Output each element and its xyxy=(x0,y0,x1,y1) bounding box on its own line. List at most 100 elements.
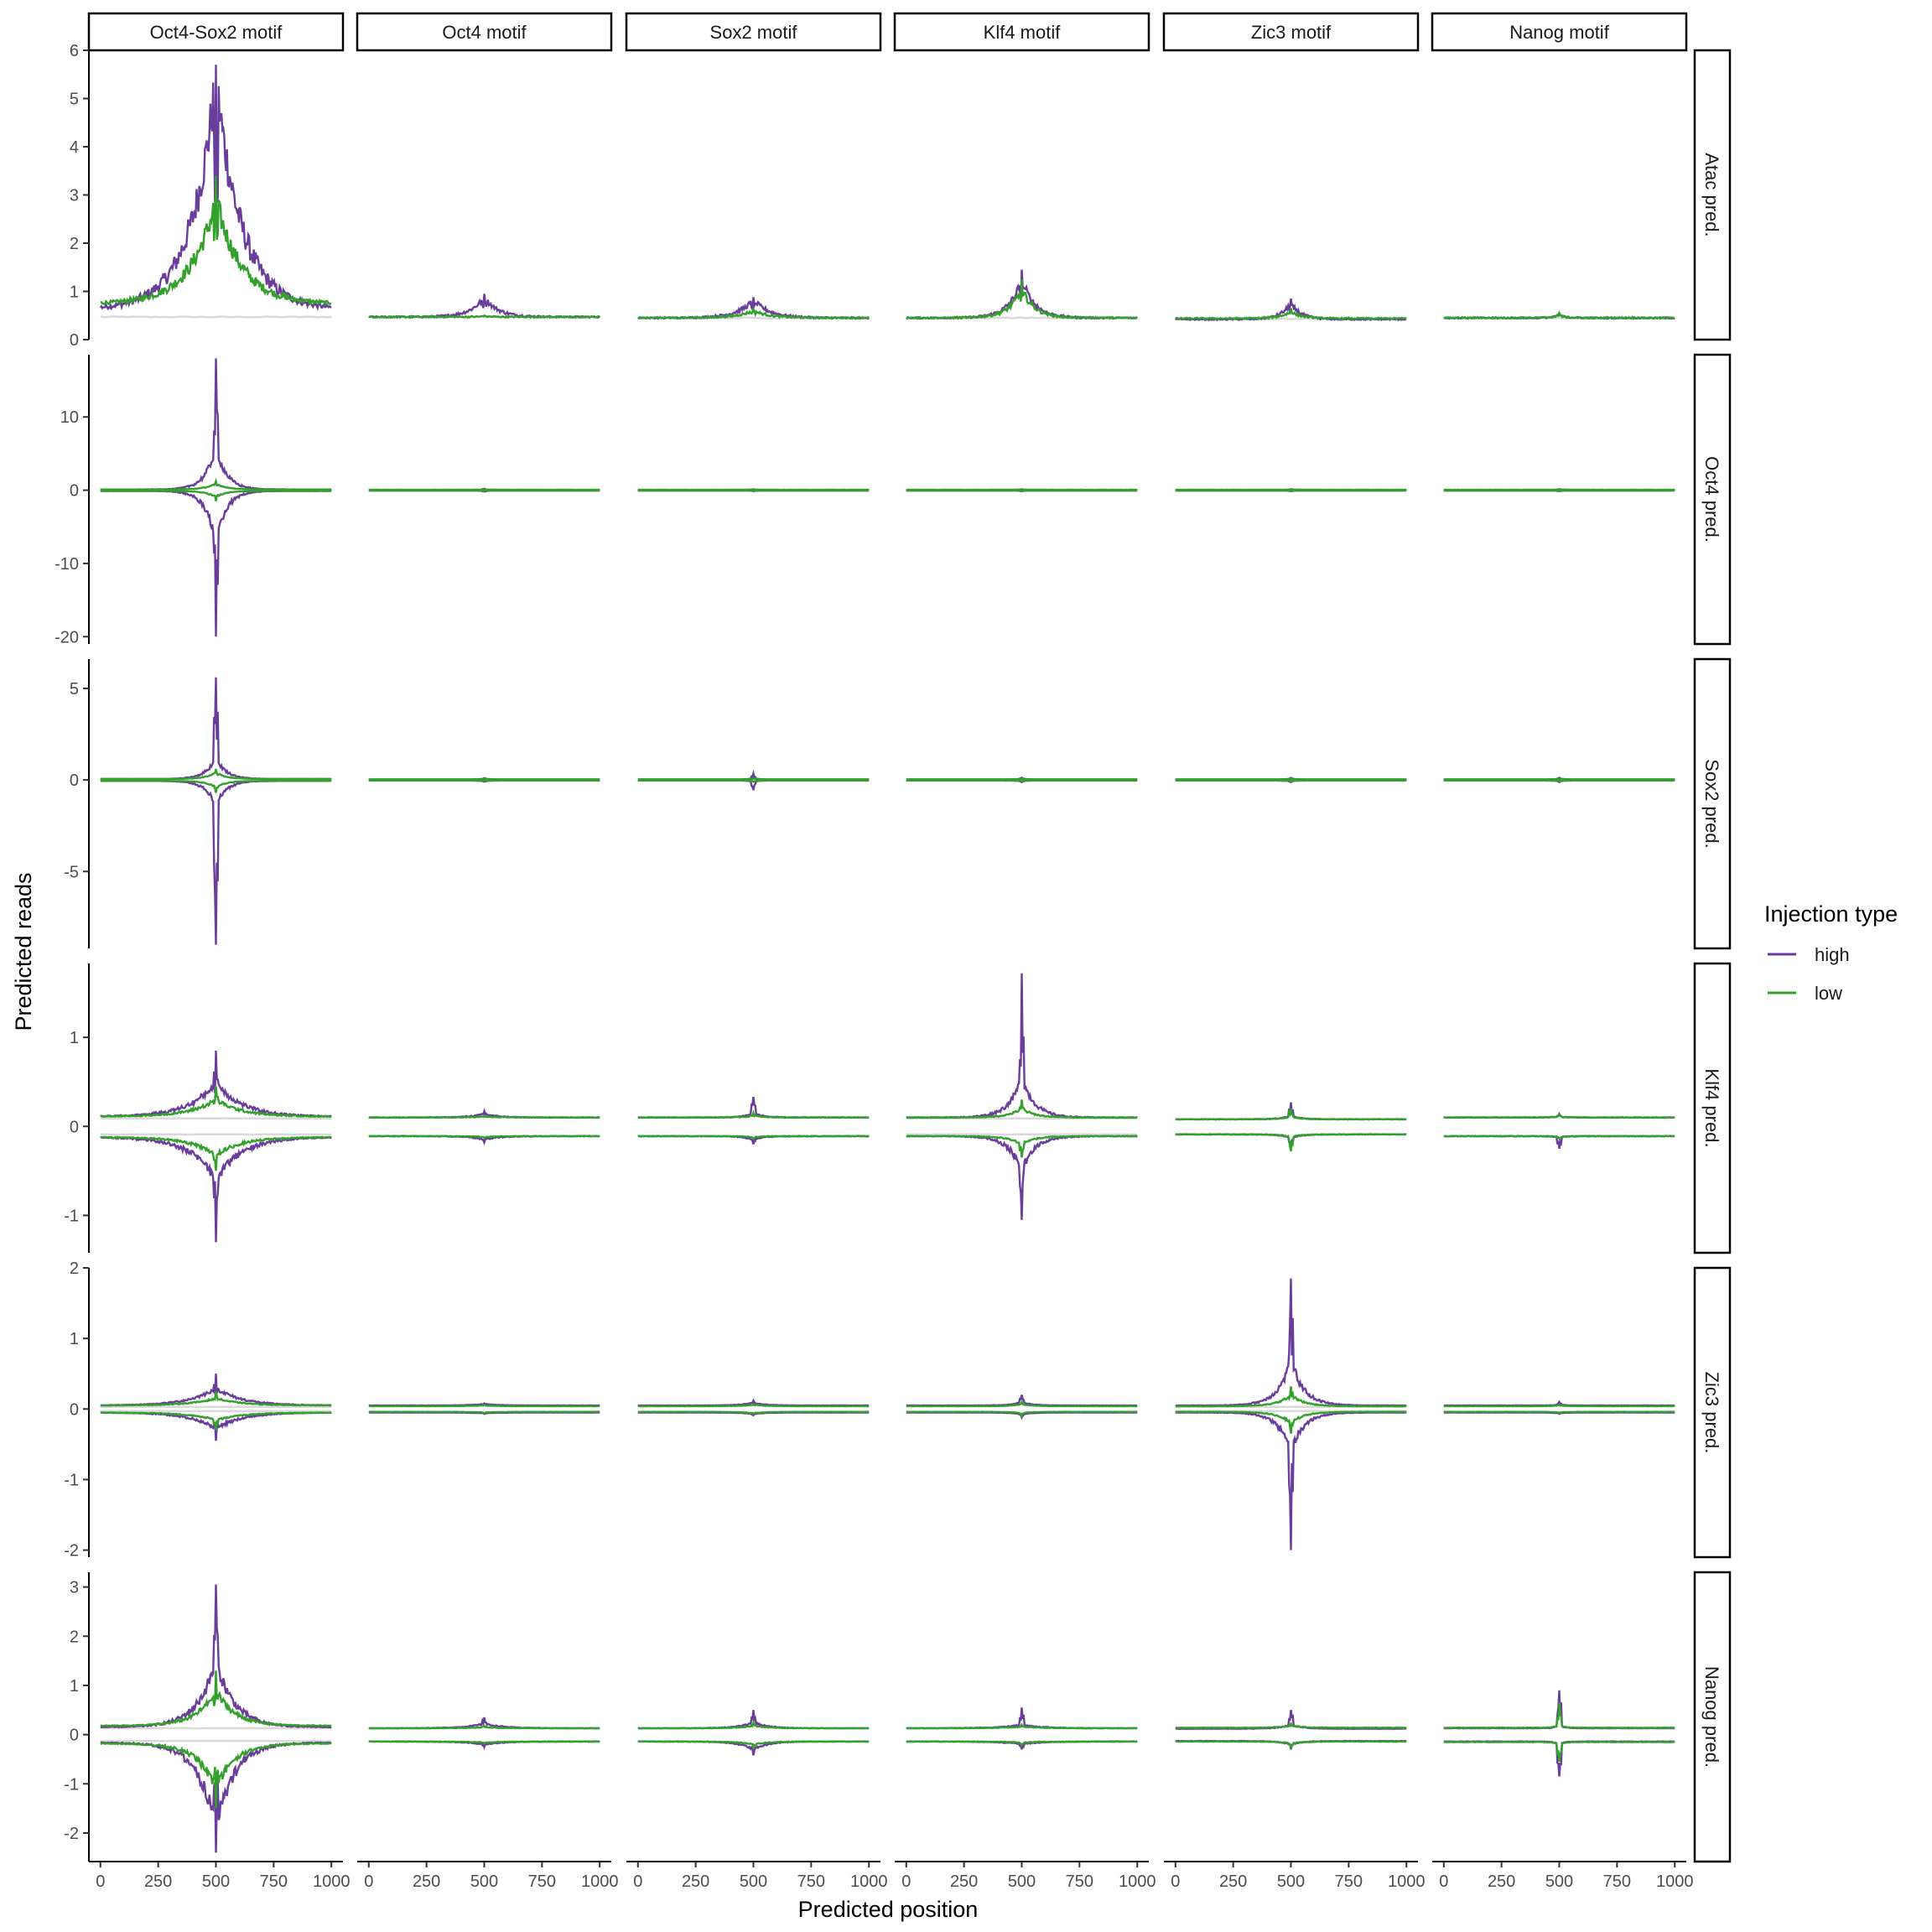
x-axis-nanog-motif: 0 250 500 750 1000 xyxy=(1432,1861,1693,1891)
series-low-neg xyxy=(368,1740,600,1745)
series-low-pos xyxy=(368,1403,600,1408)
y-tick-label: -1 xyxy=(64,1775,79,1794)
strip-zic3-motif: Zic3 motif xyxy=(1162,12,1420,52)
panel-atac-pred-klf4-motif xyxy=(906,269,1139,320)
strip-label: Nanog pred. xyxy=(1701,1666,1722,1768)
series-high-pos xyxy=(906,973,1138,1119)
series-high xyxy=(637,297,870,320)
panel-sox2-pred-oct4-motif xyxy=(368,776,600,783)
series-high-pos xyxy=(100,677,332,781)
series-low-neg xyxy=(637,1135,870,1140)
x-tick-label: 250 xyxy=(950,1872,978,1891)
panel-atac-pred-oct4-motif xyxy=(368,293,601,319)
panel-sox2-pred-oct4-sox2-motif xyxy=(100,677,332,945)
series-low-pos xyxy=(368,777,600,781)
panel-klf4-pred-nanog-motif xyxy=(1443,1111,1675,1149)
x-tick-label: 1000 xyxy=(1388,1872,1426,1891)
series-low xyxy=(368,314,601,319)
x-tick-label: 750 xyxy=(528,1872,556,1891)
panel-oct4-pred-klf4-motif xyxy=(906,488,1138,493)
series-high-pos xyxy=(100,358,332,491)
series-low-pos xyxy=(368,1724,600,1730)
strip-oct4-sox2-motif: Oct4-Sox2 motif xyxy=(87,12,345,52)
strip-box xyxy=(1693,1571,1732,1863)
series-low-neg xyxy=(906,1135,1138,1158)
series-low-neg xyxy=(906,1740,1138,1748)
strip-label: Oct4-Sox2 motif xyxy=(150,22,283,43)
panel-atac-pred-sox2-motif xyxy=(637,297,870,320)
y-tick-label: 2 xyxy=(70,1259,79,1278)
panel-klf4-pred-sox2-motif xyxy=(637,1097,870,1145)
x-tick-label: 1000 xyxy=(581,1872,619,1891)
x-tick-label: 750 xyxy=(797,1872,825,1891)
panel-sox2-pred-zic3-motif xyxy=(1175,776,1407,784)
strip-box xyxy=(625,12,882,52)
y-axis-sox2-pred: 5 0 -5 xyxy=(64,659,90,948)
x-axes: 0 250 500 750 1000 0 250 500 750 1000 0 250 500 750 10… xyxy=(89,1861,1693,1891)
x-tick-label: 0 xyxy=(901,1872,911,1891)
series-low-neg xyxy=(637,779,870,783)
y-tick-label: 0 xyxy=(70,482,79,501)
y-tick-label: -2 xyxy=(64,1542,79,1561)
strip-label: Zic3 pred. xyxy=(1701,1372,1722,1454)
y-axis-oct4-pred: 10 0 -10 -20 xyxy=(55,355,90,647)
y-tick-label: -20 xyxy=(55,628,79,647)
y-tick-label: 2 xyxy=(70,235,79,253)
y-tick-label: 0 xyxy=(70,1400,79,1419)
y-tick-label: 6 xyxy=(70,42,79,60)
x-tick-label: 750 xyxy=(1335,1872,1363,1891)
series-low-neg xyxy=(1443,1135,1675,1141)
series-low-neg xyxy=(368,1410,600,1415)
panel-atac-pred-nanog-motif xyxy=(1443,310,1675,320)
panel-atac-pred-zic3-motif xyxy=(1175,298,1407,322)
x-tick-label: 0 xyxy=(1171,1872,1180,1891)
y-tick-label: 0 xyxy=(70,1118,79,1136)
strip-atac-pred: Atac pred. xyxy=(1693,49,1732,341)
panel-oct4-pred-nanog-motif xyxy=(1443,488,1675,493)
strip-sox2-pred: Sox2 pred. xyxy=(1693,657,1732,950)
series-low-neg xyxy=(637,1410,870,1415)
y-axis-atac-pred: 0 1 2 3 4 5 6 xyxy=(70,42,90,350)
y-tick-label: 3 xyxy=(70,1579,79,1597)
series-low-pos xyxy=(100,1086,332,1119)
y-tick-label: 1 xyxy=(70,1330,79,1348)
series-low-pos xyxy=(906,777,1138,781)
series-low-neg xyxy=(1175,779,1407,782)
series-low-pos xyxy=(100,477,332,491)
series-low-pos xyxy=(1443,1113,1675,1119)
strip-box xyxy=(356,12,613,52)
series-low-pos xyxy=(100,768,332,781)
panel-nanog-pred-oct4-motif xyxy=(368,1716,600,1751)
series-low-pos xyxy=(637,1109,870,1119)
panel-zic3-pred-nanog-motif xyxy=(1443,1400,1675,1415)
x-tick-label: 500 xyxy=(470,1872,498,1891)
strip-oct4-motif: Oct4 motif xyxy=(356,12,613,52)
y-tick-label: 3 xyxy=(70,187,79,205)
y-tick-label: 1 xyxy=(70,1677,79,1696)
x-tick-label: 750 xyxy=(260,1872,288,1891)
strip-box xyxy=(893,12,1150,52)
series-low-pos xyxy=(1175,1721,1407,1729)
strip-klf4-motif: Klf4 motif xyxy=(893,12,1150,52)
series-low-pos xyxy=(100,1391,332,1407)
strip-label: Oct4 motif xyxy=(442,22,527,43)
x-tick-label: 500 xyxy=(740,1872,767,1891)
panel-nanog-pred-zic3-motif xyxy=(1175,1710,1407,1750)
x-axis-title: Predicted position xyxy=(798,1897,979,1922)
series-high-neg xyxy=(100,490,332,637)
strip-box xyxy=(1693,657,1732,950)
x-tick-label: 250 xyxy=(144,1872,172,1891)
y-axis-zic3-pred: 2 1 0 -1 -2 xyxy=(64,1259,90,1561)
series-low-pos xyxy=(368,1114,600,1119)
x-tick-label: 1000 xyxy=(1119,1872,1156,1891)
y-tick-label: 2 xyxy=(70,1628,79,1646)
strip-label: Nanog motif xyxy=(1509,22,1610,43)
series-high-pos xyxy=(100,1374,332,1407)
baseline-line xyxy=(100,315,332,319)
x-axis-klf4-motif: 0 250 500 750 1000 xyxy=(895,1861,1156,1891)
panel-zic3-pred-oct4-sox2-motif xyxy=(100,1374,332,1441)
x-tick-label: 250 xyxy=(413,1872,440,1891)
panel-nanog-pred-oct4-sox2-motif xyxy=(100,1584,332,1853)
series-high-neg xyxy=(100,1135,332,1243)
